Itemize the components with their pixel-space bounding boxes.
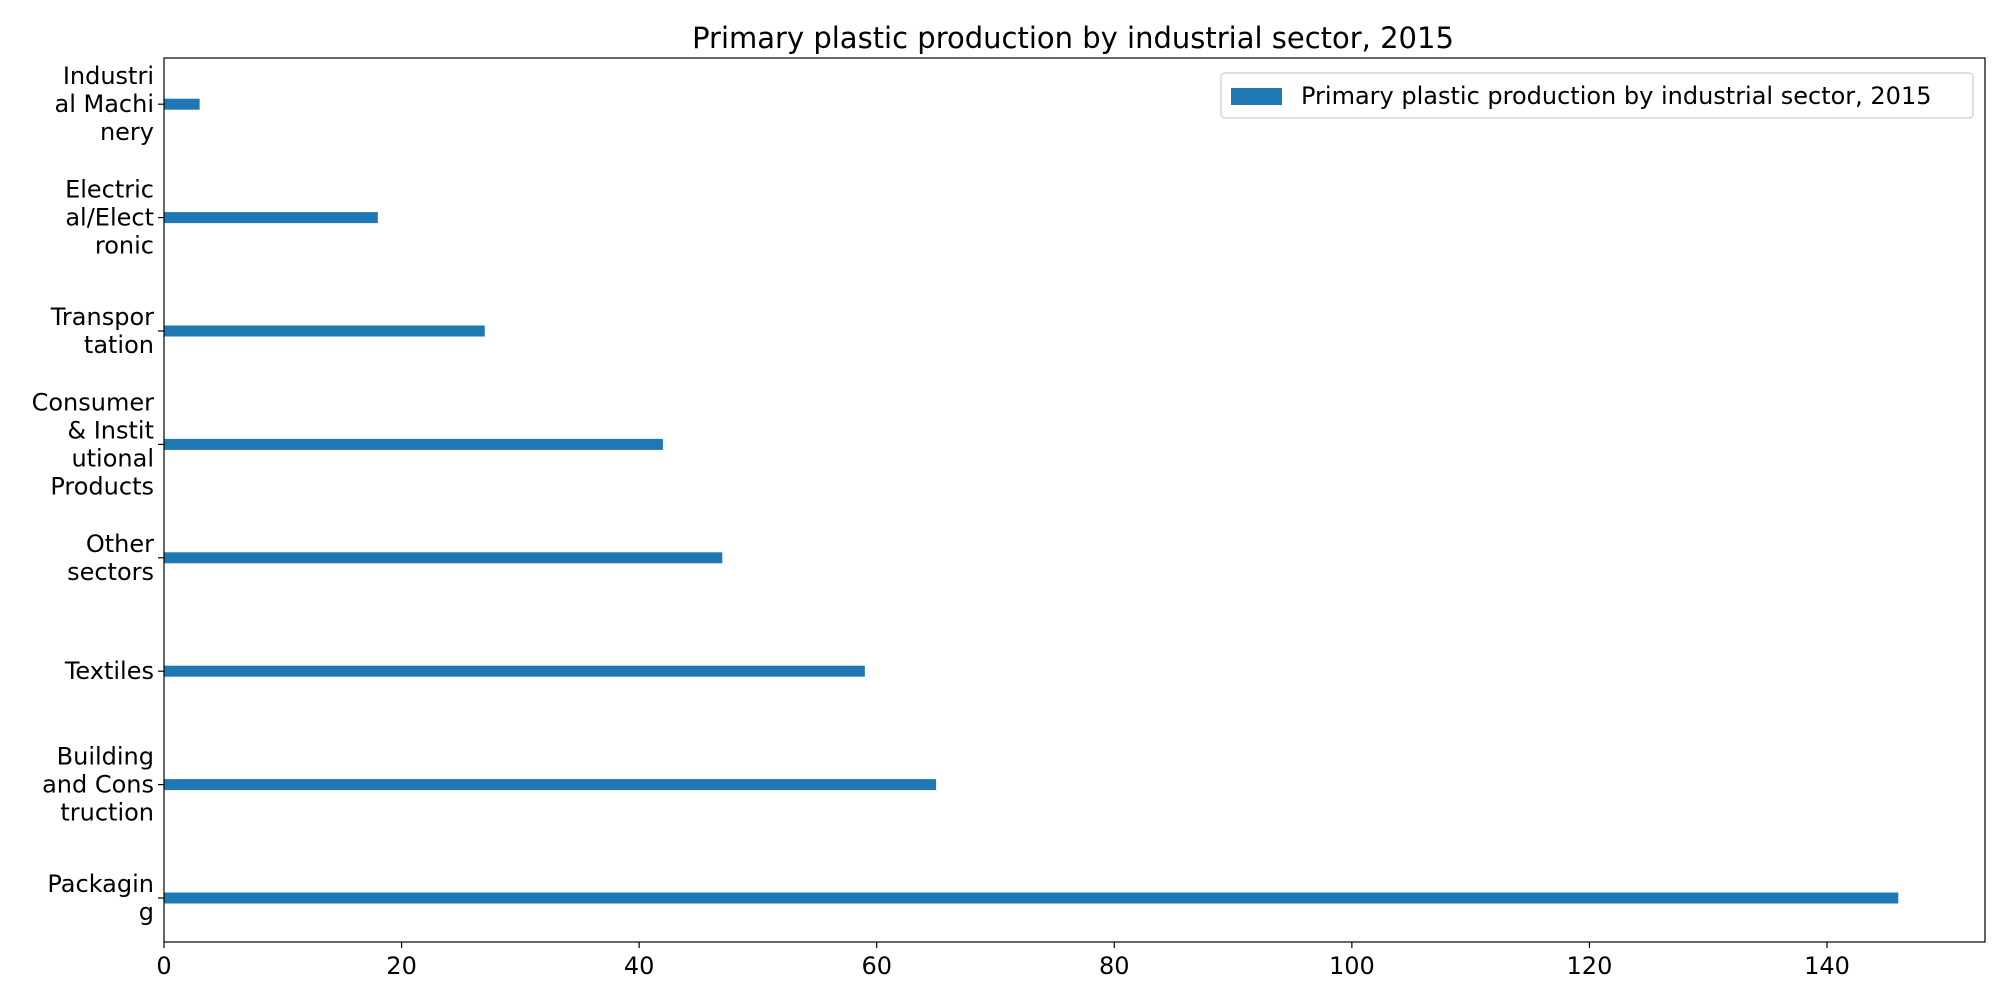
bar bbox=[164, 892, 1899, 904]
legend-box bbox=[1220, 72, 1974, 119]
legend-swatch bbox=[1231, 88, 1282, 105]
category-label: Building and Cons truction bbox=[42, 743, 154, 827]
category-label: Other sectors bbox=[67, 530, 154, 586]
legend-label: Primary plastic production by industrial… bbox=[1301, 82, 1932, 110]
bar bbox=[164, 98, 200, 110]
y-axis: Packagin g Building and Cons truction Textile… bbox=[32, 62, 164, 926]
category-label: Transpor tation bbox=[50, 303, 154, 359]
x-tick-label: 40 bbox=[624, 952, 655, 980]
x-tick-label: 20 bbox=[386, 952, 417, 980]
bar bbox=[164, 438, 663, 450]
x-tick-label: 80 bbox=[1099, 952, 1130, 980]
bar bbox=[164, 212, 378, 224]
bar bbox=[164, 779, 937, 791]
x-tick-label: 100 bbox=[1329, 952, 1375, 980]
chart-title: Primary plastic production by industrial… bbox=[692, 21, 1454, 55]
x-tick-label: 0 bbox=[156, 952, 171, 980]
category-label: Electric al/Elect ronic bbox=[65, 176, 154, 260]
category-label: Textiles bbox=[64, 657, 154, 685]
bar bbox=[164, 325, 485, 337]
plot-frame bbox=[163, 57, 1986, 943]
category-label: Industri al Machi nery bbox=[55, 62, 155, 146]
category-label: Packagin g bbox=[47, 870, 154, 926]
x-tick-label: 60 bbox=[861, 952, 892, 980]
bar bbox=[164, 552, 723, 564]
x-tick-label: 140 bbox=[1804, 952, 1850, 980]
x-tick-label: 120 bbox=[1567, 952, 1613, 980]
x-axis: 0 20 40 60 80 100 120 140 bbox=[156, 942, 1850, 980]
legend: Primary plastic production by industrial… bbox=[1220, 72, 1974, 119]
category-label: Consumer & Instit utional Products bbox=[32, 388, 155, 500]
bars-group bbox=[164, 98, 1899, 904]
bar bbox=[164, 665, 865, 677]
